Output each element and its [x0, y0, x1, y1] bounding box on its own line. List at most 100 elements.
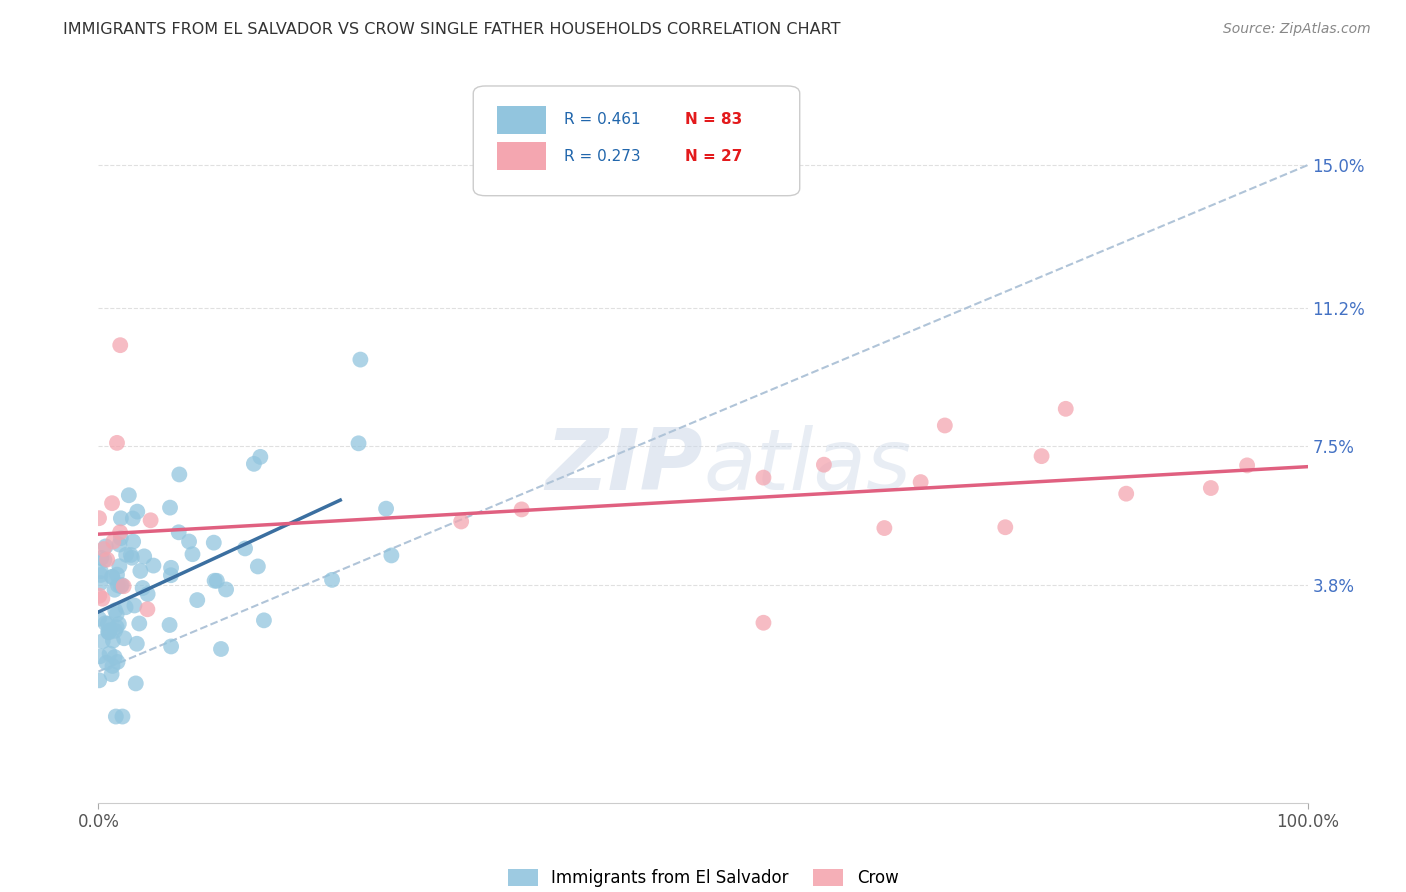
Point [93, 553, 115, 567]
Point [89, 649, 111, 664]
Point [349, 352, 371, 367]
Point [1054, 401, 1077, 416]
Point [112, 579, 135, 593]
Point [104, 624, 127, 638]
Text: R = 0.273: R = 0.273 [564, 149, 641, 164]
Point [321, 573, 343, 587]
Point [105, 435, 128, 450]
Point [134, 549, 156, 564]
Point [101, 659, 124, 673]
Point [111, 578, 134, 592]
Text: IMMIGRANTS FROM EL SALVADOR VS CROW SINGLE FATHER HOUSEHOLDS CORRELATION CHART: IMMIGRANTS FROM EL SALVADOR VS CROW SING… [63, 22, 841, 37]
Point [96, 552, 118, 566]
Point [136, 587, 159, 601]
Point [202, 535, 225, 549]
Point [105, 567, 128, 582]
Point [380, 549, 402, 563]
Point [136, 602, 159, 616]
Point [89, 576, 111, 591]
Point [101, 633, 124, 648]
Point [253, 613, 276, 627]
Point [204, 574, 226, 588]
Point [205, 574, 228, 588]
Text: Source: ZipAtlas.com: Source: ZipAtlas.com [1223, 22, 1371, 37]
FancyBboxPatch shape [498, 143, 546, 170]
Point [101, 496, 124, 510]
Legend: Immigrants from El Salvador, Crow: Immigrants from El Salvador, Crow [501, 863, 905, 892]
Point [89, 673, 111, 688]
Point [450, 515, 472, 529]
Point [934, 418, 956, 433]
Text: ZIP: ZIP [546, 425, 703, 508]
Point [101, 570, 124, 584]
Point [103, 582, 125, 597]
Point [124, 599, 146, 613]
Point [120, 548, 142, 562]
Point [167, 525, 190, 540]
Point [91, 591, 114, 606]
Point [114, 600, 136, 615]
Point [1115, 486, 1137, 500]
Point [209, 642, 232, 657]
Point [98, 647, 121, 661]
Point [90, 551, 112, 566]
Point [87, 612, 110, 626]
Point [347, 436, 370, 450]
Point [104, 650, 127, 665]
Point [233, 541, 256, 556]
Point [91, 634, 114, 648]
Point [1199, 481, 1222, 495]
Point [115, 548, 138, 562]
Point [813, 458, 835, 472]
Point [103, 534, 125, 549]
Point [246, 559, 269, 574]
Point [249, 450, 271, 464]
Text: atlas: atlas [703, 425, 911, 508]
Point [97, 616, 120, 631]
Point [215, 582, 238, 597]
Point [160, 568, 183, 582]
Point [108, 559, 131, 574]
Point [129, 564, 152, 578]
Point [125, 676, 148, 690]
Point [94, 540, 117, 554]
Point [104, 603, 127, 617]
Point [1236, 458, 1258, 473]
Point [87, 511, 110, 525]
Point [752, 470, 775, 484]
Point [105, 620, 128, 634]
Text: N = 83: N = 83 [685, 112, 742, 128]
Point [107, 578, 129, 592]
Point [121, 511, 143, 525]
Point [243, 457, 266, 471]
Point [177, 534, 200, 549]
Point [125, 637, 148, 651]
Point [110, 531, 132, 545]
Point [110, 338, 132, 352]
Point [142, 558, 165, 573]
Point [159, 618, 181, 632]
Text: N = 27: N = 27 [685, 149, 742, 164]
Point [110, 579, 132, 593]
Point [97, 624, 120, 639]
Point [118, 488, 141, 502]
Point [122, 534, 145, 549]
Point [752, 615, 775, 630]
Point [873, 521, 896, 535]
Point [160, 640, 183, 654]
Point [107, 655, 129, 669]
Point [181, 547, 204, 561]
Point [160, 561, 183, 575]
Point [112, 632, 135, 646]
Point [94, 616, 117, 631]
Point [105, 607, 128, 622]
Point [110, 511, 132, 525]
Point [375, 501, 398, 516]
Point [96, 656, 118, 670]
Point [93, 542, 115, 557]
FancyBboxPatch shape [474, 86, 800, 195]
Point [100, 667, 122, 681]
Point [994, 520, 1017, 534]
Point [1031, 449, 1053, 463]
Point [186, 593, 208, 607]
